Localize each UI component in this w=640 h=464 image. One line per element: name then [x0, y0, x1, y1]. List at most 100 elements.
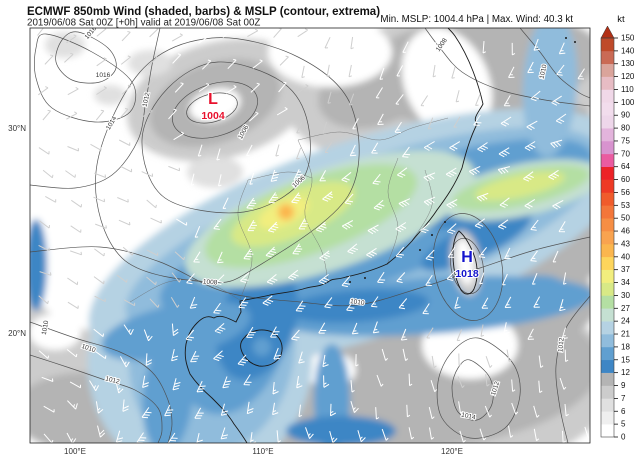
colorbar-tick-label: 90	[621, 111, 630, 120]
colorbar-tick-label: 43	[621, 239, 630, 248]
isobar	[95, 37, 360, 283]
colorbar-segment	[601, 411, 614, 425]
isobar	[424, 28, 590, 107]
isobar-label: 1010	[539, 64, 549, 80]
colorbar-tick-label: 53	[621, 201, 630, 210]
colorbar-segment	[601, 231, 614, 245]
colorbar-tick-label: 120	[621, 72, 635, 81]
province-borders	[129, 117, 449, 303]
border-line	[237, 179, 253, 301]
colorbar-segment	[601, 50, 614, 65]
isobar	[519, 28, 590, 99]
map-frame	[29, 27, 591, 444]
colorbar-segment	[601, 295, 614, 309]
colorbar-segment	[601, 205, 614, 219]
colorbar: 0567912151821242730343740434650535660647…	[600, 25, 635, 442]
isobar	[172, 81, 258, 139]
isobar	[186, 92, 238, 124]
isobar	[30, 354, 163, 443]
island-speck	[364, 277, 366, 279]
colorbar-tick-label: 80	[621, 124, 630, 133]
colorbar-tick-label: 0	[621, 433, 626, 442]
island-speck	[431, 234, 433, 236]
shading-region	[30, 219, 47, 311]
colorbar-segment	[601, 269, 614, 283]
border-line	[297, 117, 449, 141]
colorbar-tick-label: 40	[621, 252, 630, 261]
isobar-label: 1010	[41, 320, 50, 336]
colorbar-tick-label: 50	[621, 214, 630, 223]
colorbar-segment	[601, 398, 614, 412]
shading-region	[456, 239, 474, 285]
wind-barbs	[37, 28, 590, 443]
colorbar-segment	[601, 102, 614, 116]
low-pressure-marker: L	[208, 91, 218, 108]
border-line	[129, 279, 241, 303]
shading-region	[30, 314, 81, 350]
colorbar-tick-label: 18	[621, 342, 630, 351]
colorbar-segment	[601, 128, 614, 142]
axis-labels: 30°N 20°N 100°E 110°E 120°E	[8, 124, 463, 456]
shading-region	[278, 204, 294, 220]
isobar	[450, 237, 484, 295]
isobar-label: 1012	[142, 92, 152, 108]
colorbar-tick-label: 60	[621, 175, 630, 184]
wind-barb-set-white	[38, 28, 590, 443]
wind-barb-set-light	[37, 28, 512, 389]
isobar	[432, 213, 504, 321]
colorbar-tick-label: 56	[621, 188, 630, 197]
colorbar-segment	[601, 243, 614, 258]
colorbar-tick-label: 21	[621, 330, 630, 339]
colorbar-overflow-arrow	[600, 25, 615, 39]
island-speck	[565, 37, 567, 39]
colorbar-segment	[601, 321, 614, 335]
colorbar-tick-label: 37	[621, 265, 630, 274]
colorbar-segment	[601, 140, 614, 155]
shading-region	[94, 85, 126, 105]
colorbar-tick-label: 100	[621, 98, 635, 107]
shading-region	[268, 28, 392, 87]
colorbar-tick-label: 30	[621, 291, 630, 300]
colorbar-tick-label: 64	[621, 162, 630, 171]
shading-region	[187, 156, 243, 188]
shading-region	[253, 338, 271, 356]
isobar	[30, 28, 161, 189]
shading-region	[45, 32, 85, 58]
colorbar-segment	[601, 115, 614, 129]
colorbar-segment	[601, 166, 614, 180]
border-line	[297, 139, 329, 283]
shading-region	[285, 289, 429, 323]
shading-region	[474, 171, 566, 201]
pressure-extrema-layer: L 1004 H 1018	[200, 90, 480, 281]
colorbar-segment	[601, 334, 614, 348]
border-line	[247, 171, 313, 181]
colorbar-segment	[601, 385, 614, 399]
isobar-label: 1008	[203, 279, 218, 287]
colorbar-segment	[601, 153, 614, 168]
colorbar-segment	[601, 372, 614, 386]
isobar-label: 1014	[461, 412, 477, 422]
lat-axis-label: 30°N	[8, 124, 26, 133]
colorbar-segment	[601, 282, 614, 296]
lat-axis-label: 20°N	[8, 329, 26, 338]
isobar-label: 1012	[557, 337, 565, 352]
colorbar-segment	[601, 38, 614, 52]
island-speck	[349, 281, 351, 283]
colorbar-tick-label: 6	[621, 407, 626, 416]
colorbar-tick-label: 130	[621, 59, 635, 68]
colorbar-segment	[601, 256, 614, 270]
colorbar-segment	[601, 346, 614, 361]
colorbar-segment	[601, 359, 614, 373]
colorbar-tick-label: 12	[621, 368, 630, 377]
island-speck	[574, 41, 576, 43]
island-speck	[419, 249, 421, 251]
colorbar-segment	[601, 218, 614, 232]
isobar-label: 1010	[350, 298, 366, 307]
colorbar-tick-label: 24	[621, 317, 630, 326]
shading-region	[142, 338, 194, 443]
colorbar-tick-label: 5	[621, 420, 626, 429]
colorbar-tick-label: 34	[621, 278, 630, 287]
